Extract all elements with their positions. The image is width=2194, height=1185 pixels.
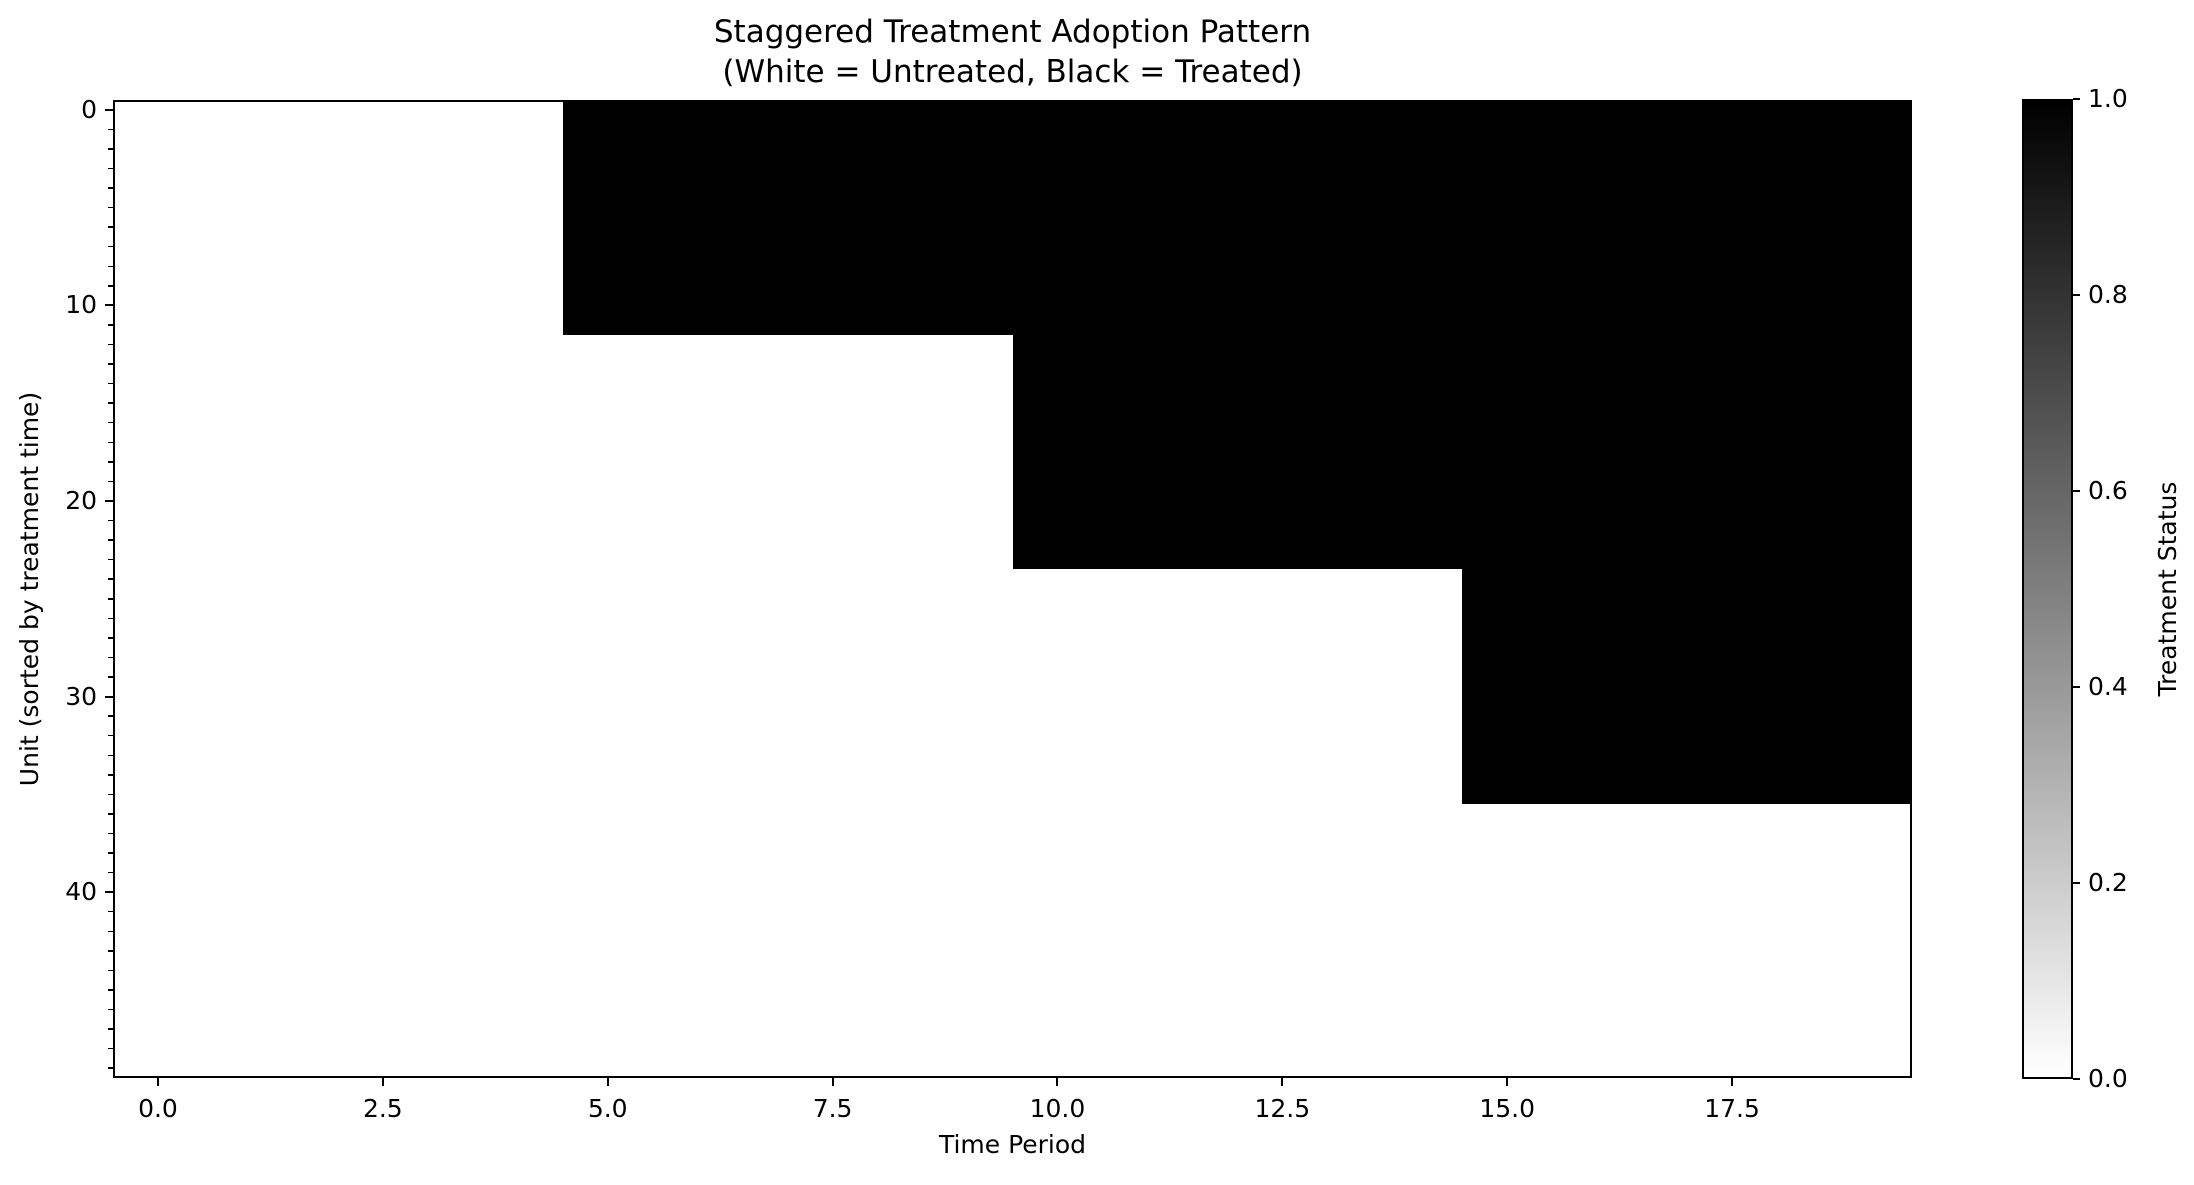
x-axis-tick-label: 2.5 [362,1094,403,1123]
y-axis-minor-tick [108,245,113,248]
x-axis-tick-label: 0.0 [138,1094,178,1123]
y-axis-minor-tick [108,1047,113,1050]
y-axis-minor-tick [108,832,113,835]
y-axis-minor-tick [108,754,113,756]
y-axis-minor-tick [108,441,113,444]
y-axis-tick [105,304,113,307]
y-axis-minor-tick [108,148,113,150]
y-axis-minor-tick [108,852,113,854]
y-axis-tick [105,499,113,502]
y-axis-minor-tick [108,637,113,639]
y-axis-minor-tick [108,578,113,580]
x-axis-tick-label: 10.0 [1029,1094,1086,1123]
y-axis-label: Unit (sorted by treatment time) [15,391,44,787]
y-axis-minor-tick [108,676,113,678]
y-axis-minor-tick [108,480,113,483]
colorbar-tick [2073,1078,2080,1080]
x-axis-tick-label: 5.0 [587,1094,628,1123]
x-axis-tick [1731,1078,1734,1086]
x-axis-tick [606,1078,609,1086]
y-axis-minor-tick [108,324,113,326]
y-axis-minor-tick [108,285,113,287]
x-axis-tick [156,1078,159,1086]
y-axis-tick-label: 0 [81,94,97,124]
x-axis-tick-label: 17.5 [1704,1094,1760,1123]
y-axis-minor-tick [108,950,113,952]
y-axis-minor-tick [108,539,113,541]
y-axis-minor-tick [108,598,113,600]
colorbar-tick-label: 0.2 [2088,868,2128,897]
y-axis-tick-label: 20 [65,485,97,515]
y-axis-minor-tick [108,871,113,874]
y-axis-minor-tick [108,656,113,659]
y-axis-minor-tick [108,187,113,189]
y-axis-tick [105,695,113,698]
x-axis-label: Time Period [938,1130,1087,1159]
y-axis-minor-tick [108,969,113,972]
y-axis-minor-tick [108,617,113,620]
y-axis-minor-tick [108,1008,113,1011]
colorbar-label: Treatment Status [2153,481,2182,697]
chart-subtitle: (White = Untreated, Black = Treated) [722,54,1303,90]
y-axis-tick [105,891,113,894]
y-axis-minor-tick [108,128,113,131]
treated-region-group-2 [1012,334,1912,570]
y-axis-tick [105,108,113,111]
y-axis-minor-tick [108,989,113,991]
y-axis-minor-tick [108,734,113,737]
x-axis-tick-label: 12.5 [1254,1094,1311,1123]
y-axis-minor-tick [108,774,113,776]
colorbar-tick [2073,294,2080,296]
y-axis-minor-tick [108,402,113,404]
y-axis-minor-tick [108,265,113,267]
x-axis-tick [831,1078,834,1086]
y-axis-minor-tick [108,813,113,815]
chart-title: Staggered Treatment Adoption Pattern [713,14,1312,50]
colorbar-tick-label: 0.8 [2088,280,2128,309]
colorbar-tick [2073,686,2080,688]
y-axis-minor-tick [108,461,113,463]
treated-region-group-1 [562,100,1912,335]
y-axis-minor-tick [108,1067,113,1069]
y-axis-minor-tick [108,793,113,796]
y-axis-minor-tick [108,206,113,209]
colorbar-tick-label: 0.4 [2088,672,2128,701]
y-axis-minor-tick [108,167,113,170]
colorbar-tick [2073,882,2080,884]
y-axis-minor-tick [108,382,113,385]
y-axis-tick-label: 30 [65,681,97,711]
y-axis-minor-tick [108,421,113,424]
colorbar-tick [2073,98,2080,100]
treated-region-group-3 [1462,569,1912,805]
y-axis-tick-label: 40 [65,877,97,907]
colorbar-gradient [2022,99,2073,1079]
colorbar-tick-label: 0.0 [2088,1064,2128,1093]
colorbar-tick-label: 1.0 [2088,84,2128,113]
y-axis-minor-tick [108,715,113,717]
x-axis-tick-label: 15.0 [1479,1094,1536,1123]
y-axis-minor-tick [108,558,113,561]
x-axis-tick-label: 7.5 [812,1094,853,1123]
x-axis-tick [1281,1078,1284,1086]
chart-title-block: Staggered Treatment Adoption Pattern (Wh… [113,12,1912,92]
y-axis-minor-tick [108,519,113,522]
y-axis-minor-tick [108,226,113,228]
y-axis-minor-tick [108,343,113,346]
y-axis-minor-tick [108,930,113,933]
x-axis-tick [1506,1078,1509,1086]
x-axis-tick [381,1078,384,1086]
y-axis-minor-tick [108,363,113,365]
x-axis-tick [1056,1078,1059,1086]
y-axis-minor-tick [108,910,113,913]
colorbar-tick-label: 0.6 [2088,476,2128,505]
y-axis-tick-label: 10 [65,290,97,320]
colorbar-tick [2073,490,2080,492]
y-axis-minor-tick [108,1028,113,1030]
